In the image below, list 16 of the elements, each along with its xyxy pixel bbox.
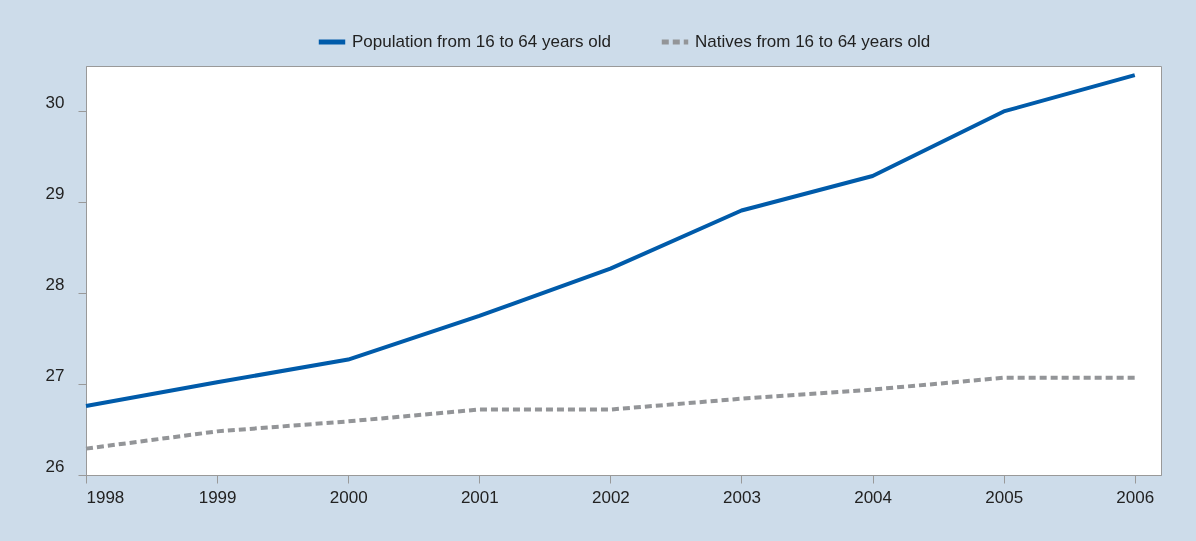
y-tick-label: 30	[45, 92, 65, 112]
x-tick-label: 1999	[198, 487, 237, 507]
y-tick-label: 28	[45, 274, 65, 294]
x-tick-label: 2005	[985, 487, 1024, 507]
x-tick-label: 2006	[1116, 487, 1155, 507]
x-tick-label: 2001	[460, 487, 499, 507]
y-tick-label: 29	[45, 183, 65, 203]
x-tick-label: 2000	[329, 487, 368, 507]
x-tick-label: 2004	[854, 487, 892, 507]
y-tick-label: 26	[45, 456, 65, 476]
y-tick-label: 27	[45, 365, 65, 385]
legend-label: Population from 16 to 64 years old	[352, 32, 611, 51]
x-tick-label: 1998	[86, 487, 125, 507]
legend-label: Natives from 16 to 64 years old	[695, 32, 931, 51]
x-tick-label: 2003	[723, 487, 761, 507]
x-tick-label: 2002	[591, 487, 630, 507]
